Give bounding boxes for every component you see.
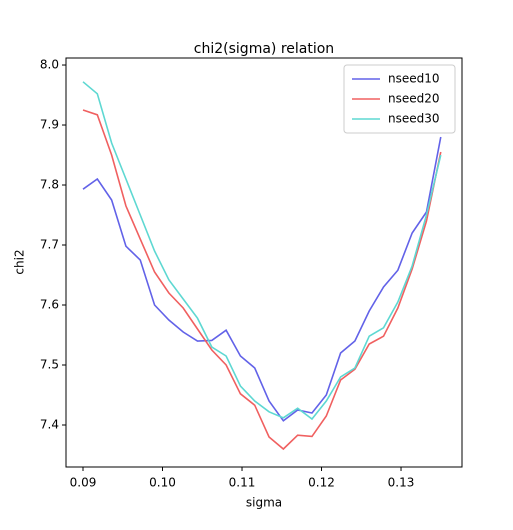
x-tick-label: 0.13 <box>388 476 415 490</box>
line <box>82 109 442 451</box>
y-tick-label: 7.9 <box>40 118 59 132</box>
y-tick-label: 7.8 <box>40 178 59 192</box>
y-tick-label: 7.5 <box>40 358 59 372</box>
line <box>82 81 442 421</box>
legend-label: nseed20 <box>388 92 440 106</box>
x-axis-label: sigma <box>246 496 282 510</box>
y-tick-label: 8.0 <box>40 58 59 72</box>
legend-box <box>343 64 456 134</box>
line <box>82 136 442 422</box>
y-axis-label: chi2 <box>13 249 27 274</box>
y-tick-label: 7.4 <box>40 418 59 432</box>
y-tick-label: 7.7 <box>40 238 59 252</box>
x-tick-label: 0.11 <box>229 476 256 490</box>
legend-label: nseed10 <box>388 72 440 86</box>
x-tick-label: 0.12 <box>308 476 335 490</box>
chart-title: chi2(sigma) relation <box>194 41 334 57</box>
plot-frame <box>65 57 463 468</box>
x-tick-label: 0.10 <box>149 476 176 490</box>
y-tick-label: 7.6 <box>40 298 59 312</box>
x-tick-label: 0.09 <box>70 476 97 490</box>
legend-label: nseed30 <box>388 112 440 126</box>
